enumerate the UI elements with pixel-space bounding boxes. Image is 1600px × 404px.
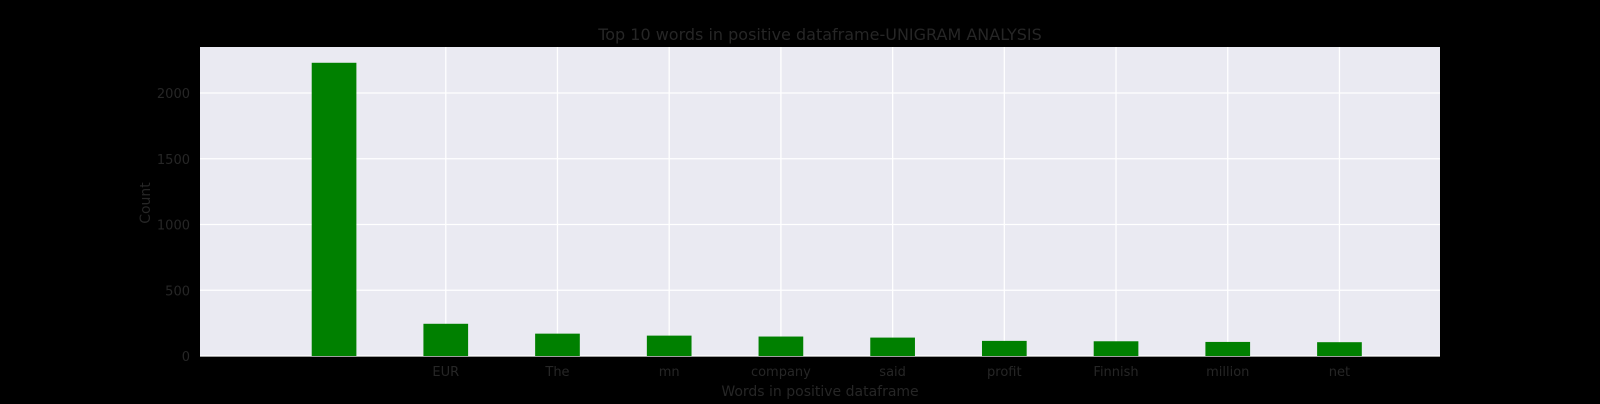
bar [646,335,692,356]
bar [535,333,580,356]
x-tick-label: profit [987,365,1022,380]
bars [311,62,1362,357]
y-tick-label: 500 [165,284,190,299]
grid-lines [200,47,1440,357]
x-axis-ticks: EUR The mn company said profit Finnish million n… [432,365,1350,380]
y-tick-label: 1500 [157,153,190,168]
x-tick-label: Finnish [1093,365,1138,380]
x-tick-label: said [879,365,906,380]
x-tick-label: company [751,365,811,380]
x-tick-label: mn [659,365,680,380]
chart-title: Top 10 words in positive dataframe-UNIGR… [597,25,1042,44]
bar [1093,341,1139,356]
y-axis-label: Count [138,182,154,224]
plot-area [200,47,1440,356]
bar [758,336,804,356]
x-tick-label: net [1329,365,1350,380]
x-axis-label: Words in positive dataframe [721,384,918,400]
bar [1317,342,1362,356]
y-axis-ticks: 0 500 1000 1500 2000 [157,87,190,365]
bar [1205,341,1251,356]
y-tick-label: 1000 [157,219,190,234]
bar [981,340,1027,356]
x-tick-label: EUR [432,365,459,380]
bar [423,323,469,356]
bar [870,337,915,356]
y-tick-label: 2000 [157,87,190,102]
y-tick-label: 0 [182,350,190,365]
x-tick-label: The [544,365,569,380]
x-tick-label: million [1206,365,1249,380]
bar [311,62,357,357]
